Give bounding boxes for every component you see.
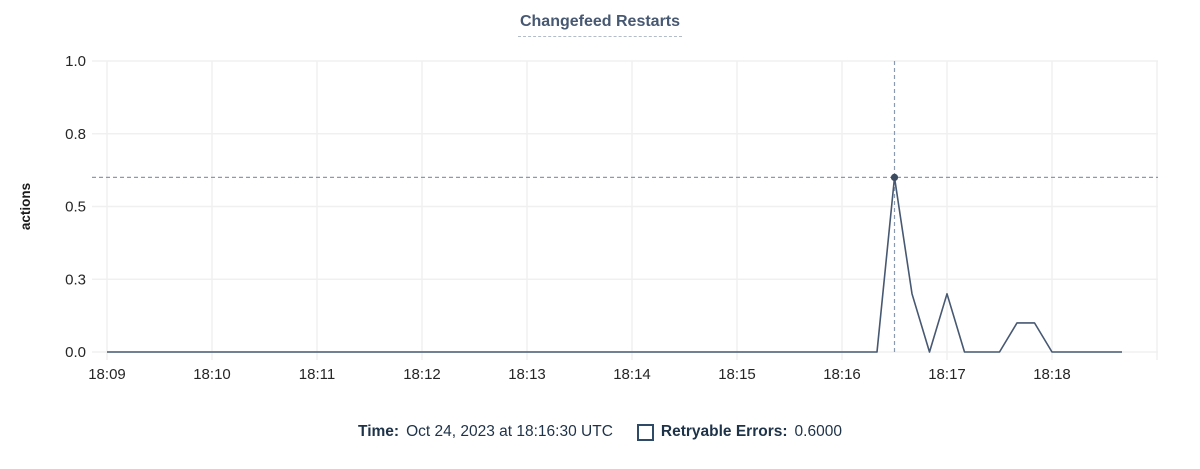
x-tick-label: 18:11 <box>299 366 335 383</box>
chart-title[interactable]: Changefeed Restarts <box>517 13 683 37</box>
chart-title-row: Changefeed Restarts <box>0 13 1200 37</box>
time-label: Time: <box>358 423 400 440</box>
y-tick-label: 0.5 <box>65 199 86 216</box>
line-chart-plot-area[interactable]: 0.0 0.3 0.5 0.8 1.0 18:09 18:10 18:11 18:12 18:13… <box>0 0 1200 400</box>
x-tick-label: 18:13 <box>508 366 546 383</box>
x-tick-label: 18:14 <box>613 366 651 383</box>
x-tick-label: 18:17 <box>928 366 966 383</box>
retryable-errors-line <box>107 176 1122 353</box>
time-value: Oct 24, 2023 at 18:16:30 UTC <box>406 423 613 440</box>
y-tick-label: 0.3 <box>65 271 86 288</box>
y-tick-label: 0.0 <box>65 344 86 361</box>
x-tick-label: 18:16 <box>823 366 861 383</box>
y-tick-label: 0.8 <box>65 126 86 143</box>
x-tick-label: 18:18 <box>1033 366 1071 383</box>
x-tick-label: 18:10 <box>193 366 231 383</box>
hovered-point-dot <box>890 173 899 181</box>
x-tick-label: 18:12 <box>403 366 441 383</box>
x-tick-label: 18:15 <box>718 366 756 383</box>
y-tick-label: 1.0 <box>65 53 86 70</box>
series-color-swatch <box>636 423 654 441</box>
series-label: Retryable Errors: <box>660 423 788 440</box>
chart-tooltip-legend: Time: Oct 24, 2023 at 18:16:30 UTC Retry… <box>0 423 1200 441</box>
y-axis-title: actions <box>18 183 33 230</box>
series-value: 0.6000 <box>794 423 842 440</box>
x-tick-label: 18:09 <box>88 366 126 383</box>
